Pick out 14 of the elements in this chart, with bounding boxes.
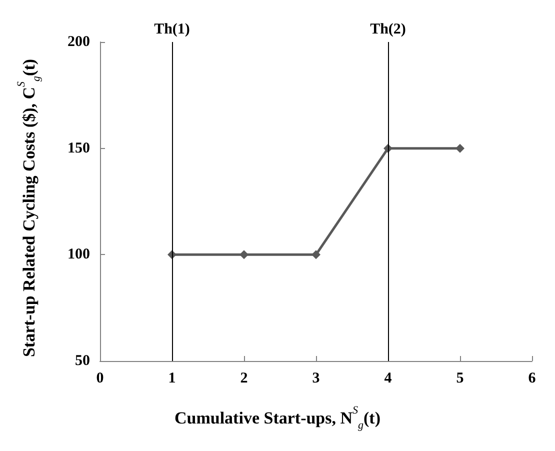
x-tick-label: 4 xyxy=(384,370,392,386)
y-tick-label: 200 xyxy=(68,34,90,50)
ref-line-label: Th(2) xyxy=(370,22,406,38)
y-tick-label: 150 xyxy=(68,140,90,156)
y-tick-label: 100 xyxy=(68,246,90,263)
x-tick-label: 0 xyxy=(96,370,104,386)
x-tick-label: 3 xyxy=(312,370,320,386)
y-axis-title: Start-up Related Cycling Costs ($), CSg(t) xyxy=(16,58,42,358)
x-tick-label: 5 xyxy=(456,370,464,386)
x-tick-label: 1 xyxy=(168,370,176,386)
ref-line-label: Th(1) xyxy=(154,22,190,38)
x-tick-label: 2 xyxy=(240,370,248,386)
x-tick-label: 6 xyxy=(528,370,536,386)
y-tick-label: 50 xyxy=(75,353,90,369)
